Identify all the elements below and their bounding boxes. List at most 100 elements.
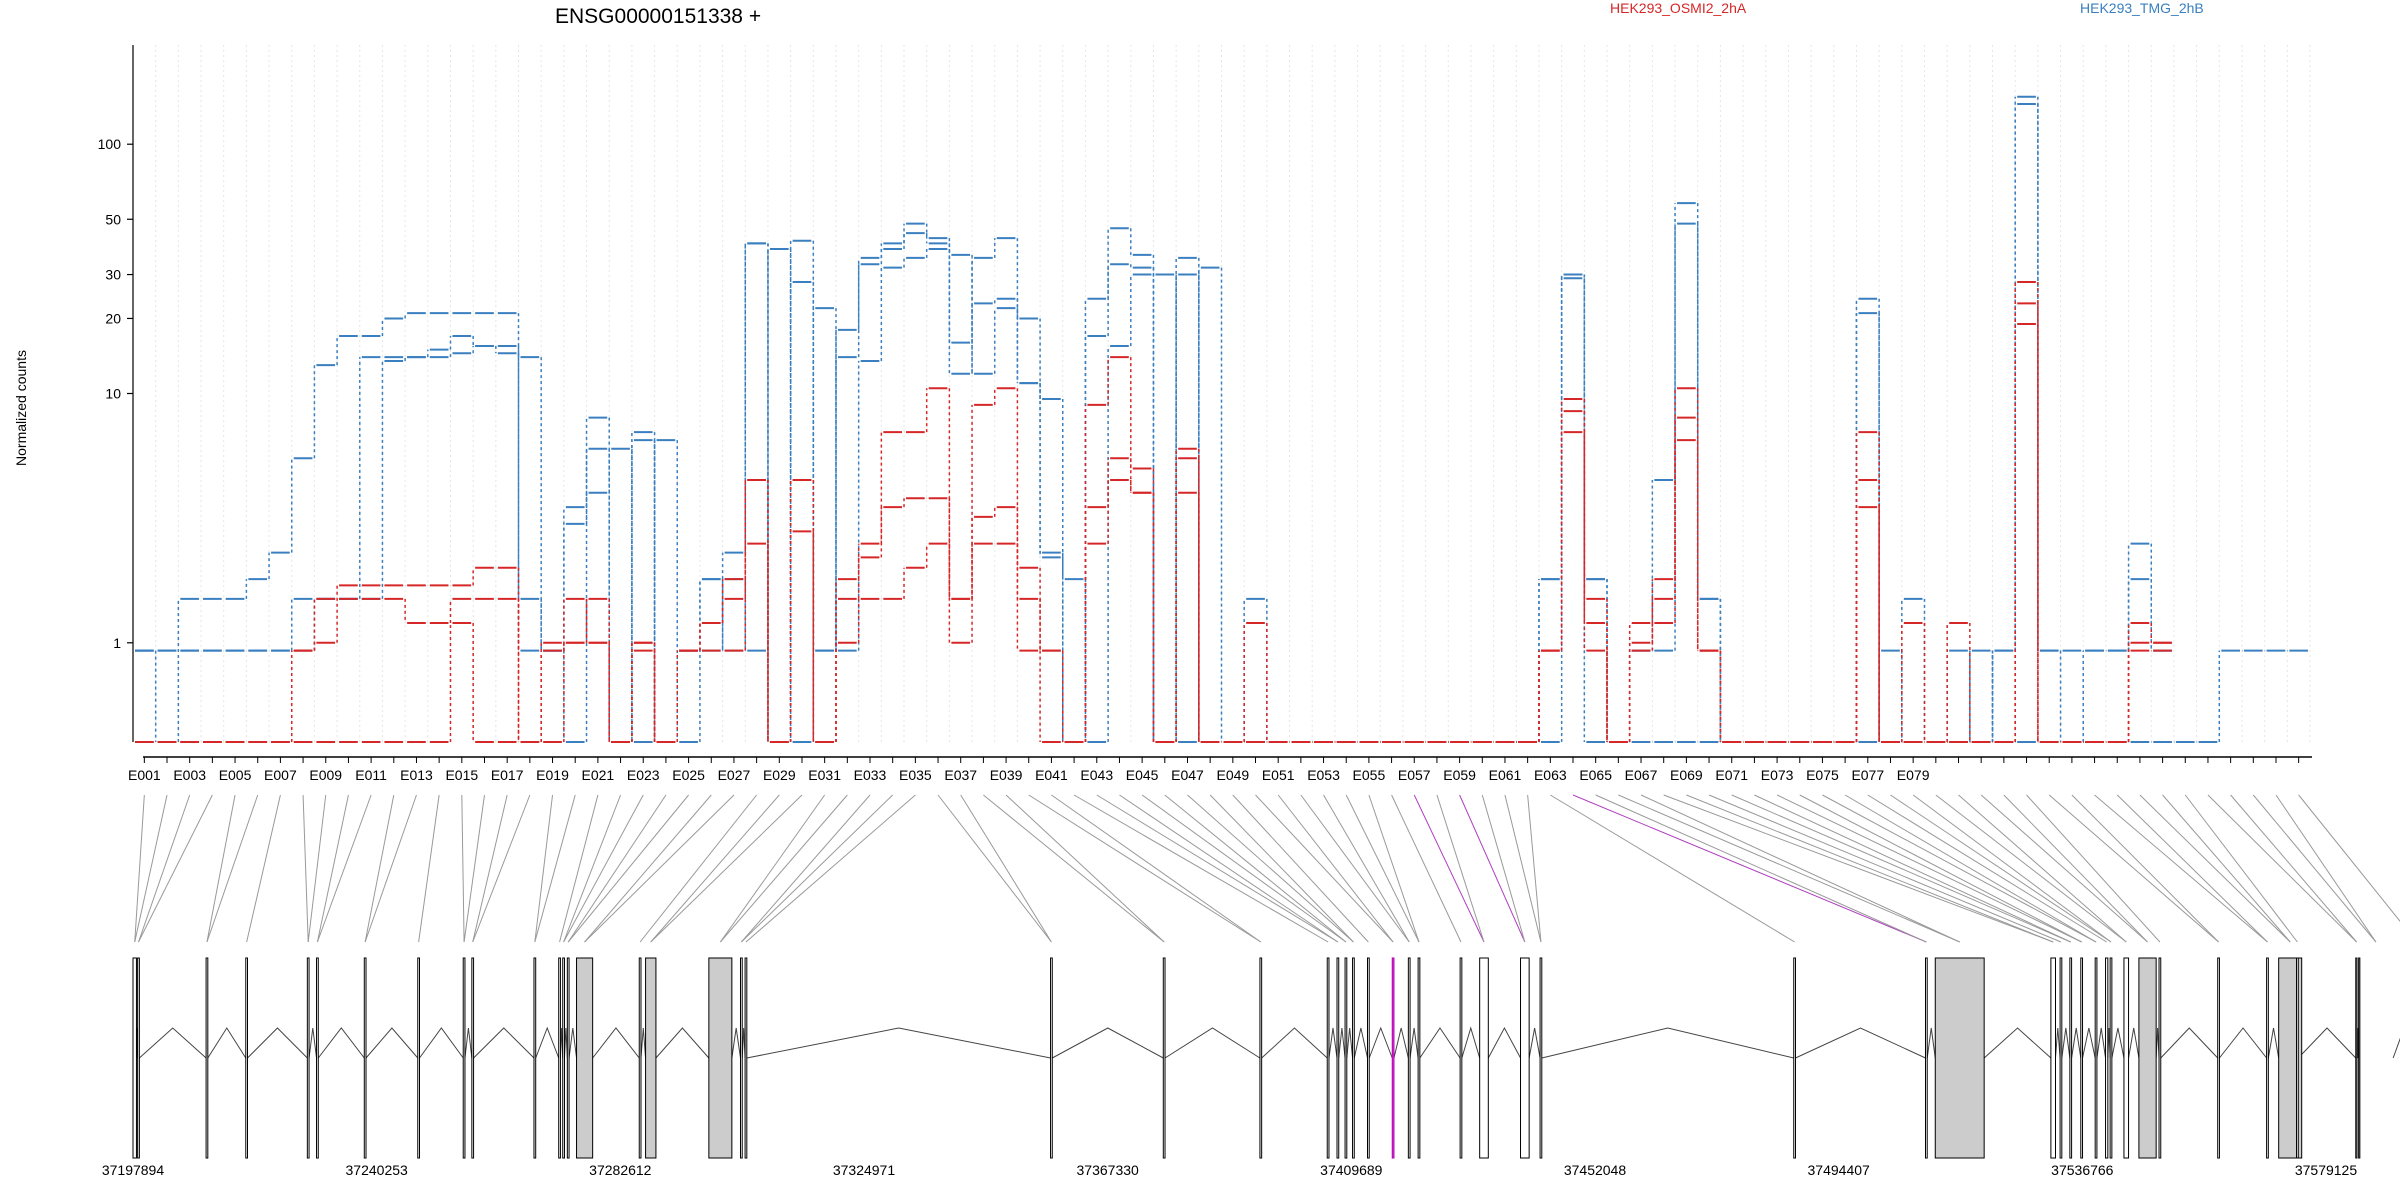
exon-label: E047 <box>1171 767 1204 783</box>
mapping-line <box>206 794 236 943</box>
exon-label: E049 <box>1216 767 1249 783</box>
exon-box <box>1539 957 1543 1159</box>
mapping-line <box>741 794 894 943</box>
intron <box>207 1027 247 1059</box>
exon-label: E001 <box>128 767 161 783</box>
mapping-line <box>316 794 349 943</box>
intron <box>731 1027 741 1059</box>
exon-box <box>2266 957 2269 1159</box>
intron <box>464 1027 473 1059</box>
mapping-line <box>960 794 1052 943</box>
genome-tick-label: 37579125 <box>2295 1162 2358 1178</box>
mapping-line <box>1345 794 1420 943</box>
mapping-line <box>584 794 735 943</box>
intron <box>1461 1026 1481 1059</box>
y-tick-label: 100 <box>98 136 122 152</box>
mapping-line <box>1572 794 1927 943</box>
exon-label: E057 <box>1398 767 1431 783</box>
intron <box>2111 1027 2125 1059</box>
intron <box>2392 1037 2400 1059</box>
legend-entry-groupA: HEK293_OSMI2_2hA <box>1610 0 1747 16</box>
exon-label: E019 <box>536 767 569 783</box>
exon-box <box>562 957 565 1159</box>
exon-label: E029 <box>763 767 796 783</box>
exon-box <box>1344 957 1348 1159</box>
exon-label: E037 <box>944 767 977 783</box>
exon-box <box>2296 957 2299 1159</box>
exon-box <box>2123 957 2130 1159</box>
mapping-line <box>1209 794 1354 943</box>
mapping-line <box>2230 794 2358 943</box>
mapping-line <box>1799 794 2082 943</box>
mapping-line <box>650 794 780 943</box>
exon-label: E077 <box>1851 767 1884 783</box>
exon-label: E059 <box>1443 767 1476 783</box>
y-tick-label: 10 <box>105 386 121 402</box>
intron <box>1261 1027 1328 1059</box>
mapping-line <box>1912 794 2112 943</box>
mapping-line <box>559 794 599 943</box>
exon-box <box>205 957 209 1159</box>
exon-label: E061 <box>1489 767 1522 783</box>
exon-box <box>2105 957 2109 1159</box>
exon-box <box>462 957 466 1159</box>
exon-box <box>1793 957 1796 1159</box>
exon-label: E021 <box>582 767 615 783</box>
exon-box <box>245 957 249 1159</box>
mapping-line <box>745 794 916 943</box>
exon-box <box>316 957 319 1159</box>
exon-box <box>1367 957 1370 1159</box>
intron <box>2219 1027 2267 1059</box>
intron <box>568 1027 578 1059</box>
intron <box>1795 1027 1926 1059</box>
mapping-line <box>418 794 440 943</box>
exon-box <box>1336 957 1340 1159</box>
exon-label: E075 <box>1806 767 1839 783</box>
exon-box <box>137 957 140 1159</box>
mapping-line <box>1164 794 1347 943</box>
exon-box <box>306 957 310 1159</box>
intron <box>1541 1027 1794 1059</box>
exon-to-genome-lines <box>134 794 2400 943</box>
mapping-line <box>463 794 485 943</box>
exon-label: E063 <box>1534 767 1567 783</box>
exon-label: E035 <box>899 767 932 783</box>
mapping-line <box>1550 794 1795 943</box>
exon-box <box>2158 957 2162 1159</box>
mapping-line <box>461 794 465 943</box>
mapping-line <box>1618 794 1960 943</box>
exon-label: E039 <box>990 767 1023 783</box>
exon-box <box>708 957 733 1159</box>
mapping-line <box>567 794 667 943</box>
mapping-line <box>1028 794 1262 943</box>
exon-label: E009 <box>309 767 342 783</box>
exon-box <box>1391 957 1395 1159</box>
mapping-line <box>1776 794 2082 943</box>
intron <box>473 1027 535 1059</box>
genome-tick-label: 37536766 <box>2051 1162 2114 1178</box>
mapping-line <box>472 794 531 943</box>
mapping-line <box>2298 794 2400 922</box>
mapping-line <box>206 794 259 943</box>
mapping-line <box>719 794 826 943</box>
exon-box <box>2358 957 2361 1159</box>
intron <box>2061 1027 2071 1059</box>
series-lines <box>135 95 2308 743</box>
exon-label: E067 <box>1625 767 1658 783</box>
exon-box <box>1520 957 1530 1159</box>
mapping-line <box>937 794 1052 943</box>
mapping-line <box>1255 794 1394 943</box>
intron <box>365 1027 419 1059</box>
intron <box>1393 1027 1409 1059</box>
mapping-line <box>1096 794 1339 943</box>
mapping-line <box>1663 794 2054 943</box>
exon-box <box>2278 957 2303 1159</box>
exon-label: E055 <box>1353 767 1386 783</box>
mapping-line <box>650 794 803 943</box>
exon-label: E069 <box>1670 767 1703 783</box>
mapping-line <box>1436 794 1485 943</box>
mapping-line <box>316 794 372 943</box>
mapping-line <box>138 794 191 943</box>
exon-label: E053 <box>1307 767 1340 783</box>
exon-box <box>533 957 537 1159</box>
